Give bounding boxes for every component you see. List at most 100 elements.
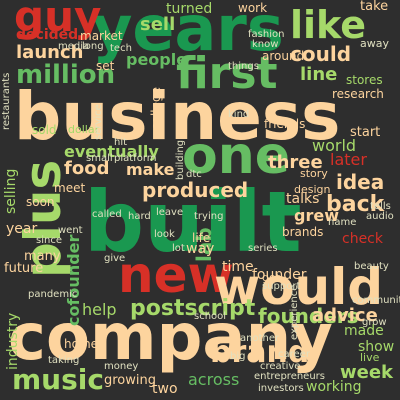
word-work: work bbox=[238, 1, 268, 15]
word-turned: turned bbox=[166, 1, 213, 17]
word-founder: founder bbox=[252, 267, 307, 283]
word-live: live bbox=[360, 351, 380, 364]
word-creative: creative bbox=[260, 361, 301, 372]
word-time: time bbox=[222, 259, 254, 275]
word-set: set bbox=[96, 59, 115, 73]
word-give: give bbox=[104, 253, 126, 264]
word-small: small bbox=[86, 153, 113, 164]
word-long: long bbox=[82, 41, 104, 52]
word-one: one bbox=[182, 126, 291, 186]
word-name: name bbox=[328, 217, 357, 228]
word-start: start bbox=[350, 125, 381, 140]
word-know: know bbox=[252, 39, 279, 50]
word-brand: brand bbox=[210, 335, 310, 370]
word-check: check bbox=[342, 231, 383, 247]
word-called: called bbox=[92, 209, 122, 220]
word-restaurants: restaurants bbox=[1, 72, 12, 130]
word-many: many bbox=[24, 249, 61, 264]
word-series: series bbox=[248, 243, 278, 254]
word-food: food bbox=[64, 158, 110, 179]
word-pandemic: pandemic bbox=[28, 289, 78, 300]
word-future: future bbox=[4, 261, 44, 276]
word-years: years bbox=[92, 0, 284, 65]
word-postscript: postscript bbox=[130, 296, 256, 321]
word-leave: leave bbox=[156, 207, 184, 218]
word-line: line bbox=[300, 64, 338, 85]
word-things: things bbox=[228, 61, 259, 72]
word-company: company bbox=[8, 301, 333, 375]
word-help: help bbox=[82, 300, 117, 319]
word-around: around bbox=[262, 49, 305, 63]
word-meet: meet bbox=[54, 181, 86, 195]
word-money: money bbox=[104, 361, 139, 372]
word-talks: talks bbox=[286, 191, 320, 207]
word-grow: grow bbox=[362, 317, 387, 328]
word-got-2: got bbox=[262, 271, 281, 284]
word-industry: industry bbox=[5, 312, 21, 370]
word-cofounder: cofounder bbox=[64, 234, 83, 326]
word-people: people bbox=[126, 50, 188, 69]
word-week: week bbox=[340, 362, 394, 383]
word-taking: taking bbox=[48, 355, 80, 366]
word-like: like bbox=[290, 3, 367, 47]
word-media: media bbox=[58, 41, 90, 52]
word-hard: hard bbox=[128, 211, 151, 222]
word-make: make bbox=[126, 160, 175, 179]
word-market: market bbox=[80, 29, 123, 43]
word-new: new bbox=[118, 246, 234, 304]
word-eventually: eventually bbox=[64, 142, 159, 161]
word-college: college bbox=[149, 87, 163, 130]
word-tech: tech bbox=[110, 43, 132, 54]
word-sold: sold bbox=[32, 123, 57, 137]
word-building: building bbox=[175, 139, 186, 180]
word-dtc: dtc bbox=[186, 169, 202, 180]
word-show: show bbox=[358, 339, 395, 355]
word-away: away bbox=[360, 37, 389, 50]
word-take: take bbox=[360, 0, 389, 14]
word-dollar: dollar bbox=[68, 123, 100, 136]
word-fashion: fashion bbox=[248, 29, 285, 40]
word-kind: kind bbox=[228, 109, 250, 120]
word-story: story bbox=[300, 167, 328, 180]
word-would: would bbox=[214, 258, 384, 316]
word-research: research bbox=[332, 87, 384, 101]
word-sell: sell bbox=[140, 14, 176, 35]
word-entrepreneurs: entrepreneurs bbox=[254, 371, 325, 382]
word-design: design bbox=[294, 183, 331, 196]
word-stores: stores bbox=[346, 73, 383, 87]
word-across: across bbox=[188, 370, 240, 389]
word-tells: tells bbox=[370, 201, 391, 212]
word-guy: guy bbox=[14, 0, 102, 41]
word-hit: hit bbox=[114, 137, 128, 148]
word-trying: trying bbox=[194, 211, 224, 222]
word-look: look bbox=[154, 229, 175, 240]
word-launch: launch bbox=[16, 42, 84, 63]
word-working: working bbox=[306, 379, 362, 395]
word-founders: founders bbox=[258, 304, 359, 328]
word-two: two bbox=[152, 381, 178, 397]
word-brands: brands bbox=[282, 225, 324, 239]
word-friends: friends bbox=[264, 117, 306, 131]
word-growing: growing bbox=[104, 373, 156, 388]
word-school: school bbox=[194, 311, 227, 322]
word-beauty: beauty bbox=[354, 261, 389, 272]
word-idea: idea bbox=[336, 170, 385, 194]
word-investors: investors bbox=[258, 383, 304, 394]
word-went: went bbox=[58, 225, 83, 236]
word-later: later bbox=[330, 150, 367, 169]
word-big: big bbox=[230, 351, 246, 362]
word-grew: grew bbox=[294, 206, 339, 225]
word-support: support bbox=[262, 281, 301, 292]
word-could: could bbox=[290, 42, 352, 66]
word-year: year bbox=[6, 221, 38, 237]
word-back: back bbox=[326, 192, 385, 217]
word-first: first bbox=[176, 48, 278, 99]
word-since: since bbox=[36, 235, 62, 246]
word-soon: soon bbox=[26, 195, 55, 209]
word-three: three bbox=[268, 152, 323, 173]
word-community: community bbox=[352, 295, 400, 306]
word-experience: experience bbox=[289, 284, 300, 340]
word-life: life bbox=[192, 231, 211, 245]
word-lot: lot bbox=[172, 243, 185, 254]
